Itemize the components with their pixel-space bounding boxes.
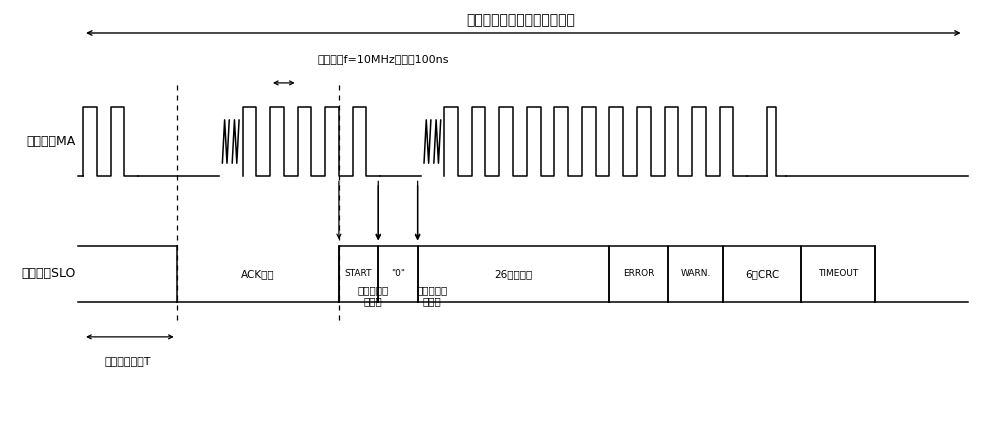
Text: START: START <box>345 269 372 278</box>
Text: WARN.: WARN. <box>680 269 711 278</box>
Text: 读取角度值
最高位: 读取角度值 最高位 <box>358 285 389 306</box>
Text: 数据错位，无法完成测角反馈: 数据错位，无法完成测角反馈 <box>466 13 575 27</box>
Text: 时钟信号MA: 时钟信号MA <box>26 135 75 148</box>
Text: 传输延时时间T: 传输延时时间T <box>104 357 151 366</box>
Text: "0": "0" <box>391 269 405 278</box>
Text: 数据信号SLO: 数据信号SLO <box>21 267 75 280</box>
Text: ERROR: ERROR <box>623 269 655 278</box>
Text: 时钟频率f=10MHz，周期100ns: 时钟频率f=10MHz，周期100ns <box>317 54 449 64</box>
Text: 26位角度值: 26位角度值 <box>494 269 533 279</box>
Text: 6位CRC: 6位CRC <box>745 269 779 279</box>
Text: 读取角度值
最低位: 读取角度值 最低位 <box>417 285 448 306</box>
Text: TIMEOUT: TIMEOUT <box>818 269 858 278</box>
Text: ACK信号: ACK信号 <box>241 269 275 279</box>
